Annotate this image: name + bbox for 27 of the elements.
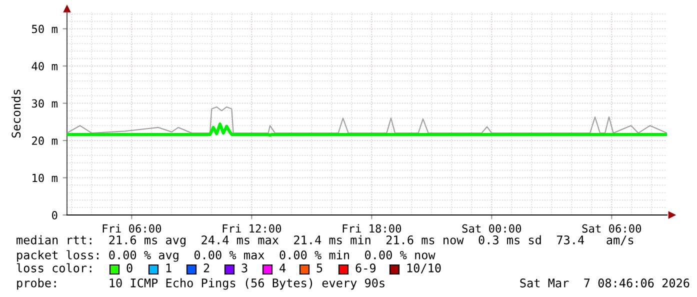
line-series <box>67 106 667 134</box>
y-tick-label: 50 m <box>32 24 58 34</box>
y-tick-label: 30 m <box>32 99 58 108</box>
x-tick-label: Sat 06:00 <box>582 224 642 233</box>
text: 10/10 <box>407 264 441 274</box>
text: 4 <box>280 264 286 272</box>
text: probe: 10 ICMP Echo Pings (56 Bytes) every 90s <box>17 278 384 290</box>
y-tick-label: 0 <box>52 211 58 220</box>
text: 6-9 <box>356 264 376 272</box>
text: 1 <box>166 264 172 272</box>
line-series <box>67 122 667 137</box>
text: 0 <box>126 264 132 272</box>
y-tick-label: 10 m <box>32 174 58 182</box>
text: 5 <box>316 264 322 272</box>
x-tick-label: Fri 12:00 <box>222 224 282 233</box>
text: 3 <box>242 264 248 272</box>
y-tick-label: 20 m <box>32 136 58 145</box>
x-tick-label: Fri 06:00 <box>102 224 162 233</box>
text: packet loss: 0.00 % avg 0.00 % max 0.00 % min 0.00 % now <box>17 250 436 262</box>
y-axis-title: Seconds <box>11 90 21 138</box>
text: Sat Mar 7 08:46:06 2026 <box>520 278 690 288</box>
text: loss color: <box>16 263 92 272</box>
x-tick-label: Sat 00:00 <box>462 224 522 233</box>
y-tick-label: 40 m <box>32 62 58 70</box>
x-tick-label: Fri 18:00 <box>342 224 402 233</box>
text: 2 <box>204 264 210 272</box>
text: median rtt: 21.6 ms avg 24.4 ms max 21.4 ms min 21.6 ms now 0.3 ms sd 73.4 am/s <box>16 235 634 247</box>
